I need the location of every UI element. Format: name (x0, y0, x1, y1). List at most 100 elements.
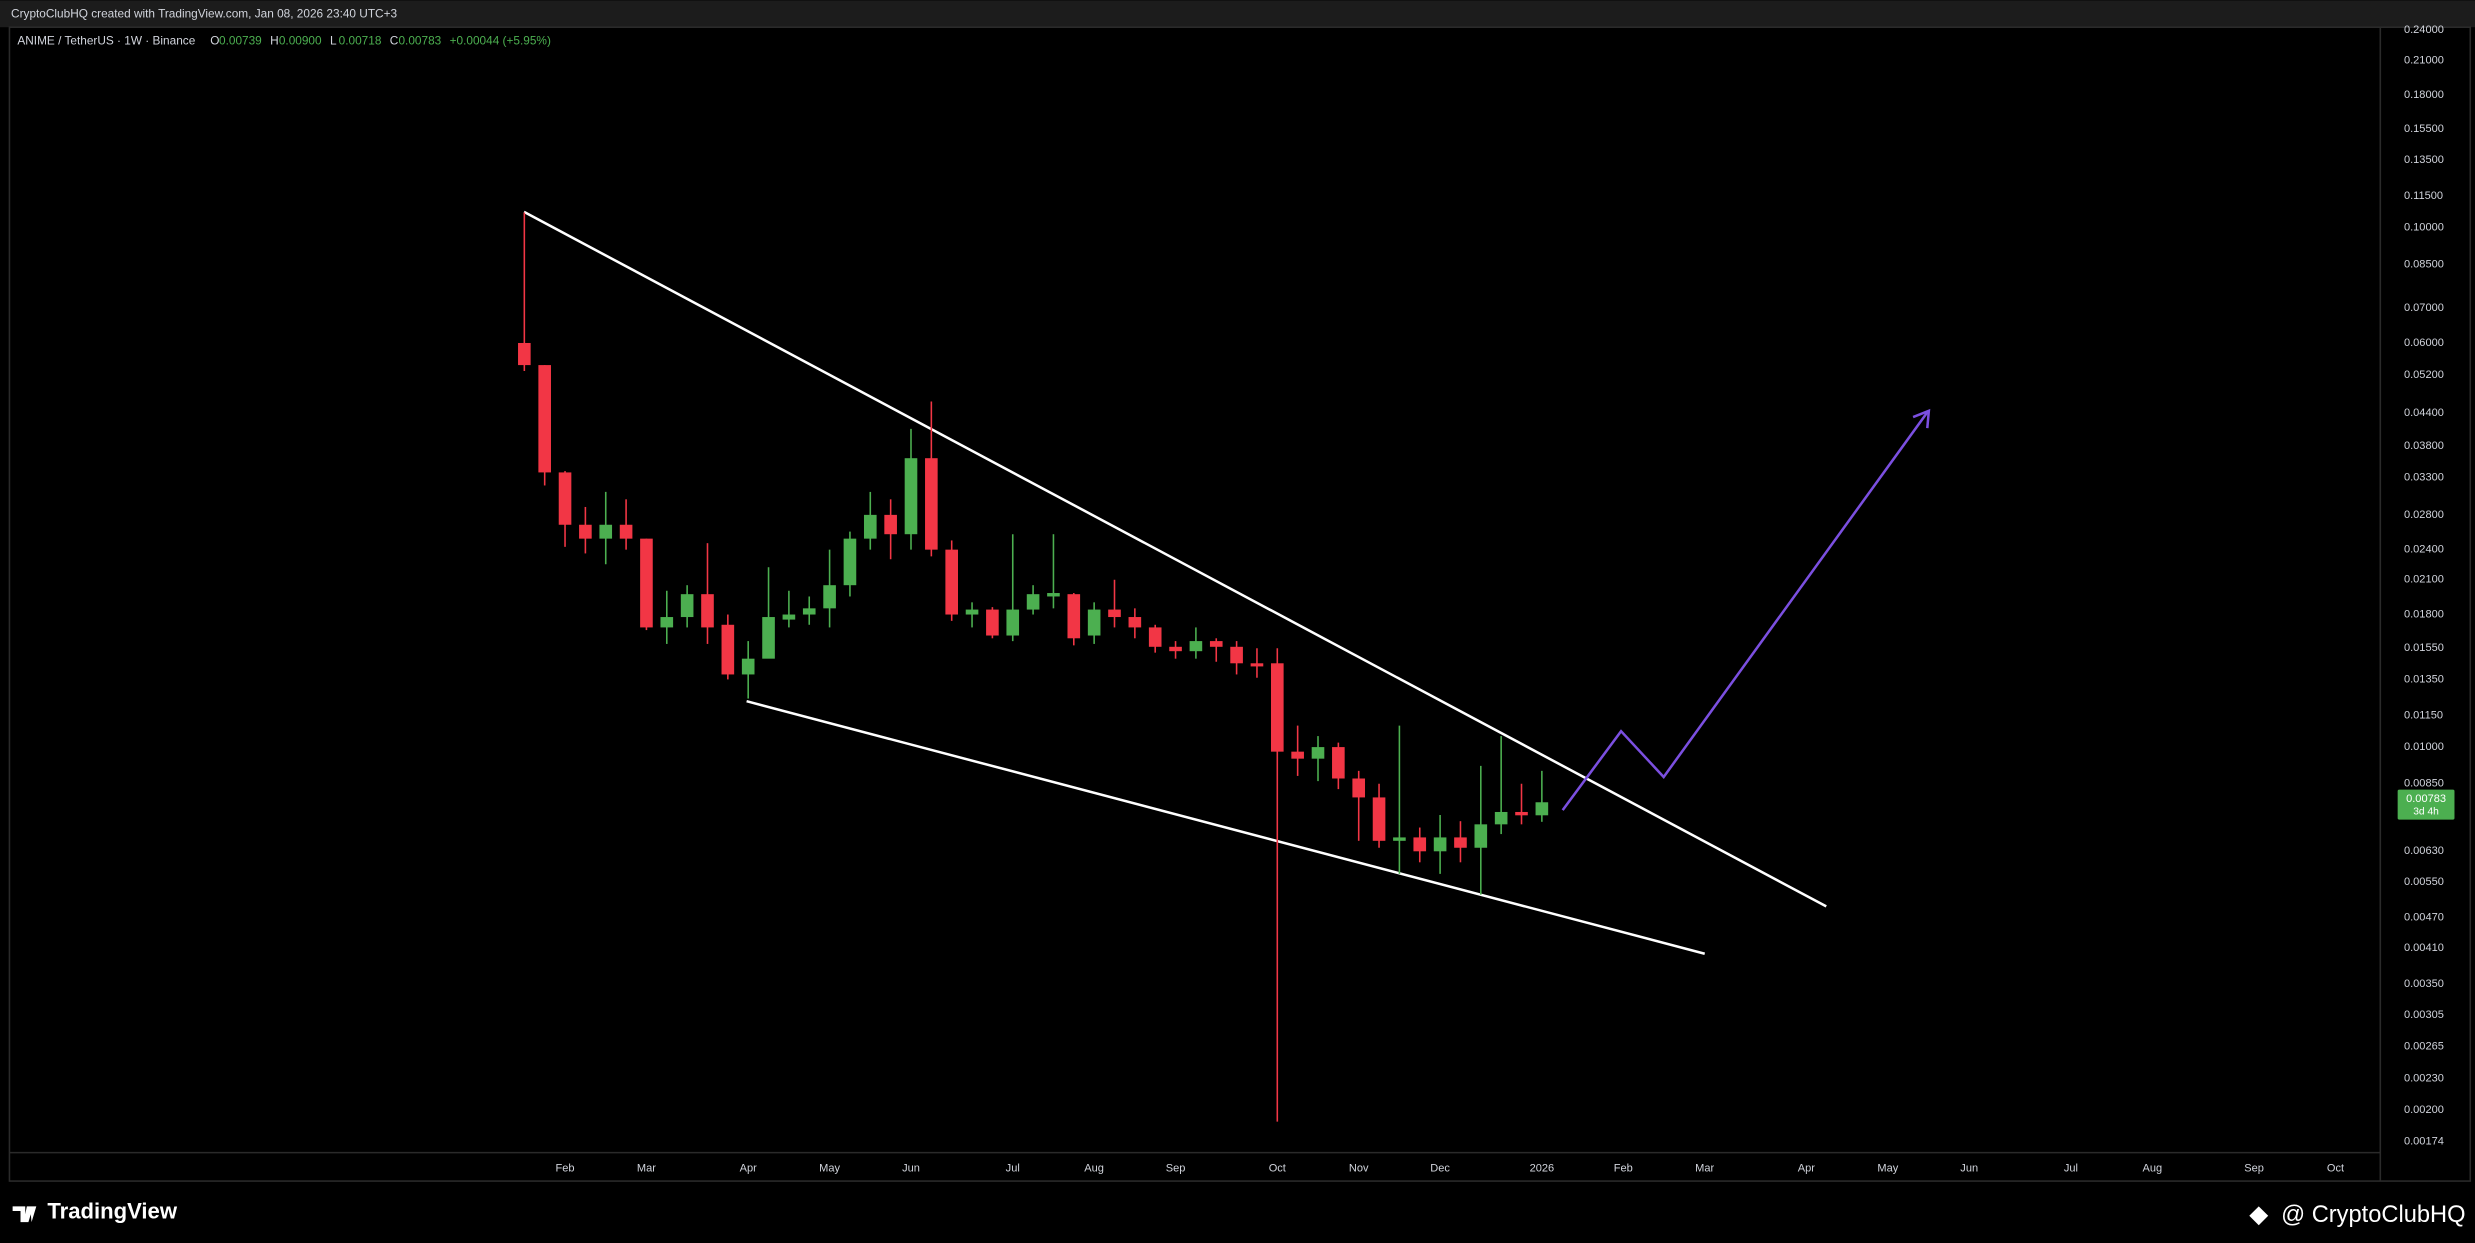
candle-body (1026, 594, 1040, 610)
candle-body (1108, 609, 1121, 618)
candle-body (640, 538, 653, 628)
candle-body (1474, 824, 1488, 848)
credit: CryptoClubHQ created with TradingView.co… (11, 7, 397, 21)
x-tick-label: May (819, 1162, 840, 1174)
legend-value: 0.00718 (339, 34, 382, 48)
candle-body (1087, 609, 1101, 636)
candle-body (884, 514, 897, 535)
y-tick-label: 0.02800 (2404, 509, 2444, 521)
legend-value: 0.00783 (398, 34, 441, 48)
candle-body (1230, 646, 1243, 664)
y-tick-label: 0.00630 (2404, 845, 2444, 857)
candle-body (1454, 837, 1467, 848)
x-tick-label: Apr (740, 1162, 757, 1174)
legend-key: H (270, 34, 279, 48)
candle-body (680, 594, 694, 618)
candle-body (1291, 751, 1304, 759)
x-tick-label: Sep (2244, 1162, 2264, 1174)
y-tick-label: 0.00550 (2404, 876, 2444, 888)
x-tick-label: 2026 (1530, 1162, 1555, 1174)
tradingview-logo: TradingView (12, 1198, 178, 1223)
y-tick-label: 0.03800 (2404, 440, 2444, 452)
countdown-label: 3d 4h (2413, 806, 2439, 817)
last-price-box (2397, 789, 2455, 820)
x-tick-label: Jul (2064, 1162, 2078, 1174)
candle-body (863, 514, 877, 539)
candle-body (1250, 663, 1264, 667)
top-bar (0, 0, 2475, 28)
candle-body (1067, 594, 1081, 639)
panel-border (8, 26, 2472, 1182)
y-tick-label: 0.05200 (2404, 369, 2444, 381)
y-tick-label: 0.07000 (2404, 302, 2444, 314)
candle-body (1393, 837, 1406, 841)
candle-body (904, 458, 918, 535)
candle-body (701, 594, 714, 628)
candle-body (1535, 802, 1549, 816)
y-tick-label: 0.21000 (2404, 54, 2444, 66)
candle-body (1209, 641, 1223, 647)
candle-body (965, 609, 979, 615)
legend-value: 0.00900 (279, 34, 322, 48)
candle-body (945, 549, 959, 615)
legend-key: L (330, 34, 337, 48)
y-tick-label: 0.00230 (2404, 1072, 2444, 1084)
candle-body (1148, 627, 1162, 647)
legend-value: 0.00739 (219, 34, 262, 48)
x-tick-label: Oct (1269, 1162, 1286, 1174)
candle-body (823, 585, 836, 609)
candle-body (1372, 797, 1386, 841)
candle-body (843, 538, 857, 586)
symbol: ANIME / TetherUS · 1W · Binance (17, 34, 195, 48)
candle-body (599, 524, 613, 539)
candle-body (1332, 747, 1345, 779)
upper-trendline (523, 210, 1827, 908)
candle-body (558, 472, 572, 525)
y-tick-label: 0.03300 (2404, 472, 2444, 484)
y-tick-label: 0.04400 (2404, 407, 2444, 419)
x-tick-label: May (1877, 1162, 1898, 1174)
candle-body (1352, 778, 1366, 798)
x-tick-label: Aug (2143, 1162, 2163, 1174)
y-tick-label: 0.01000 (2404, 741, 2444, 753)
candle-body (925, 458, 938, 550)
x-tick-label: Oct (2327, 1162, 2344, 1174)
candle-body (1413, 837, 1427, 852)
projection-arrowhead (1912, 408, 1931, 429)
candle-body (741, 658, 755, 675)
candle-body (782, 614, 796, 620)
y-tick-label: 0.01350 (2404, 673, 2444, 685)
ohlc-legend: O 0.00739 H 0.00900 L 0.00718 C 0.00783 +0.00044… (210, 34, 551, 48)
candle-body (1006, 609, 1020, 636)
candle-body (802, 608, 816, 615)
x-tick-label: Sep (1166, 1162, 1186, 1174)
candle-body (1270, 663, 1284, 752)
author: @ CryptoClubHQ (2281, 1202, 2465, 1228)
candle-body (721, 624, 735, 675)
candle-body (1515, 811, 1528, 816)
x-tick-label: Nov (1349, 1162, 1369, 1174)
author-icon (2249, 1206, 2269, 1226)
legend-key: C (390, 34, 399, 48)
lower-trendline (746, 699, 1706, 955)
candle-body (1047, 593, 1060, 597)
candle-body (986, 609, 999, 636)
candle-body (1189, 641, 1203, 652)
candle-body (1494, 811, 1508, 825)
x-tick-label: Mar (1695, 1162, 1714, 1174)
y-tick-label: 0.00305 (2404, 1009, 2444, 1021)
x-tick-label: Jun (1960, 1162, 1978, 1174)
x-tick-label: Aug (1084, 1162, 1104, 1174)
legend-change: +0.00044 (+5.95%) (450, 34, 551, 48)
x-tick-label: Feb (556, 1162, 575, 1174)
candle-body (1433, 837, 1447, 852)
y-tick-label: 0.00174 (2404, 1135, 2444, 1147)
y-tick-label: 0.18000 (2404, 89, 2444, 101)
y-tick-label: 0.02400 (2404, 544, 2444, 556)
y-tick-label: 0.01800 (2404, 608, 2444, 620)
y-tick-label: 0.15500 (2404, 123, 2444, 135)
candle-body (619, 524, 633, 539)
